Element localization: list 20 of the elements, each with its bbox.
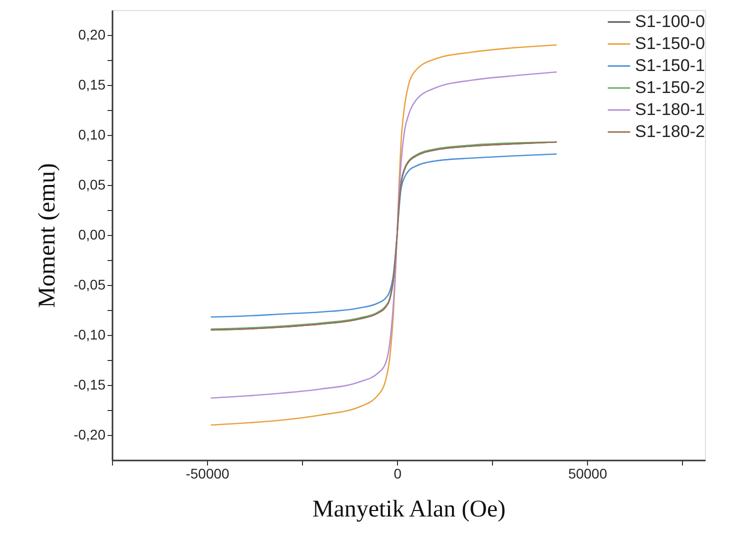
legend-label: S1-100-0 — [635, 12, 705, 31]
y-axis-title: Moment (emu) — [34, 163, 61, 308]
y-tick-label: -0,10 — [74, 326, 106, 342]
y-tick-label: 0,05 — [78, 176, 106, 192]
y-tick-label: -0,20 — [74, 426, 106, 442]
y-tick-label: -0,15 — [74, 376, 106, 392]
y-tick-label: 0,10 — [78, 126, 106, 142]
y-tick-label: 0,00 — [78, 226, 106, 242]
x-tick-label: -50000 — [186, 466, 230, 482]
y-tick-label: 0,20 — [78, 26, 106, 42]
x-axis-title: Manyetik Alan (Oe) — [312, 496, 506, 522]
legend-label: S1-150-0 — [635, 34, 705, 53]
x-tick-label: 50000 — [568, 466, 608, 482]
y-tick-label: 0,15 — [78, 76, 106, 92]
legend-label: S1-150-2 — [635, 78, 705, 97]
legend-label: S1-150-1 — [635, 56, 705, 75]
y-tick-label: -0,05 — [74, 276, 106, 292]
legend-label: S1-180-1 — [635, 100, 705, 119]
x-tick-label: 0 — [394, 466, 402, 482]
legend-label: S1-180-2 — [635, 122, 705, 141]
